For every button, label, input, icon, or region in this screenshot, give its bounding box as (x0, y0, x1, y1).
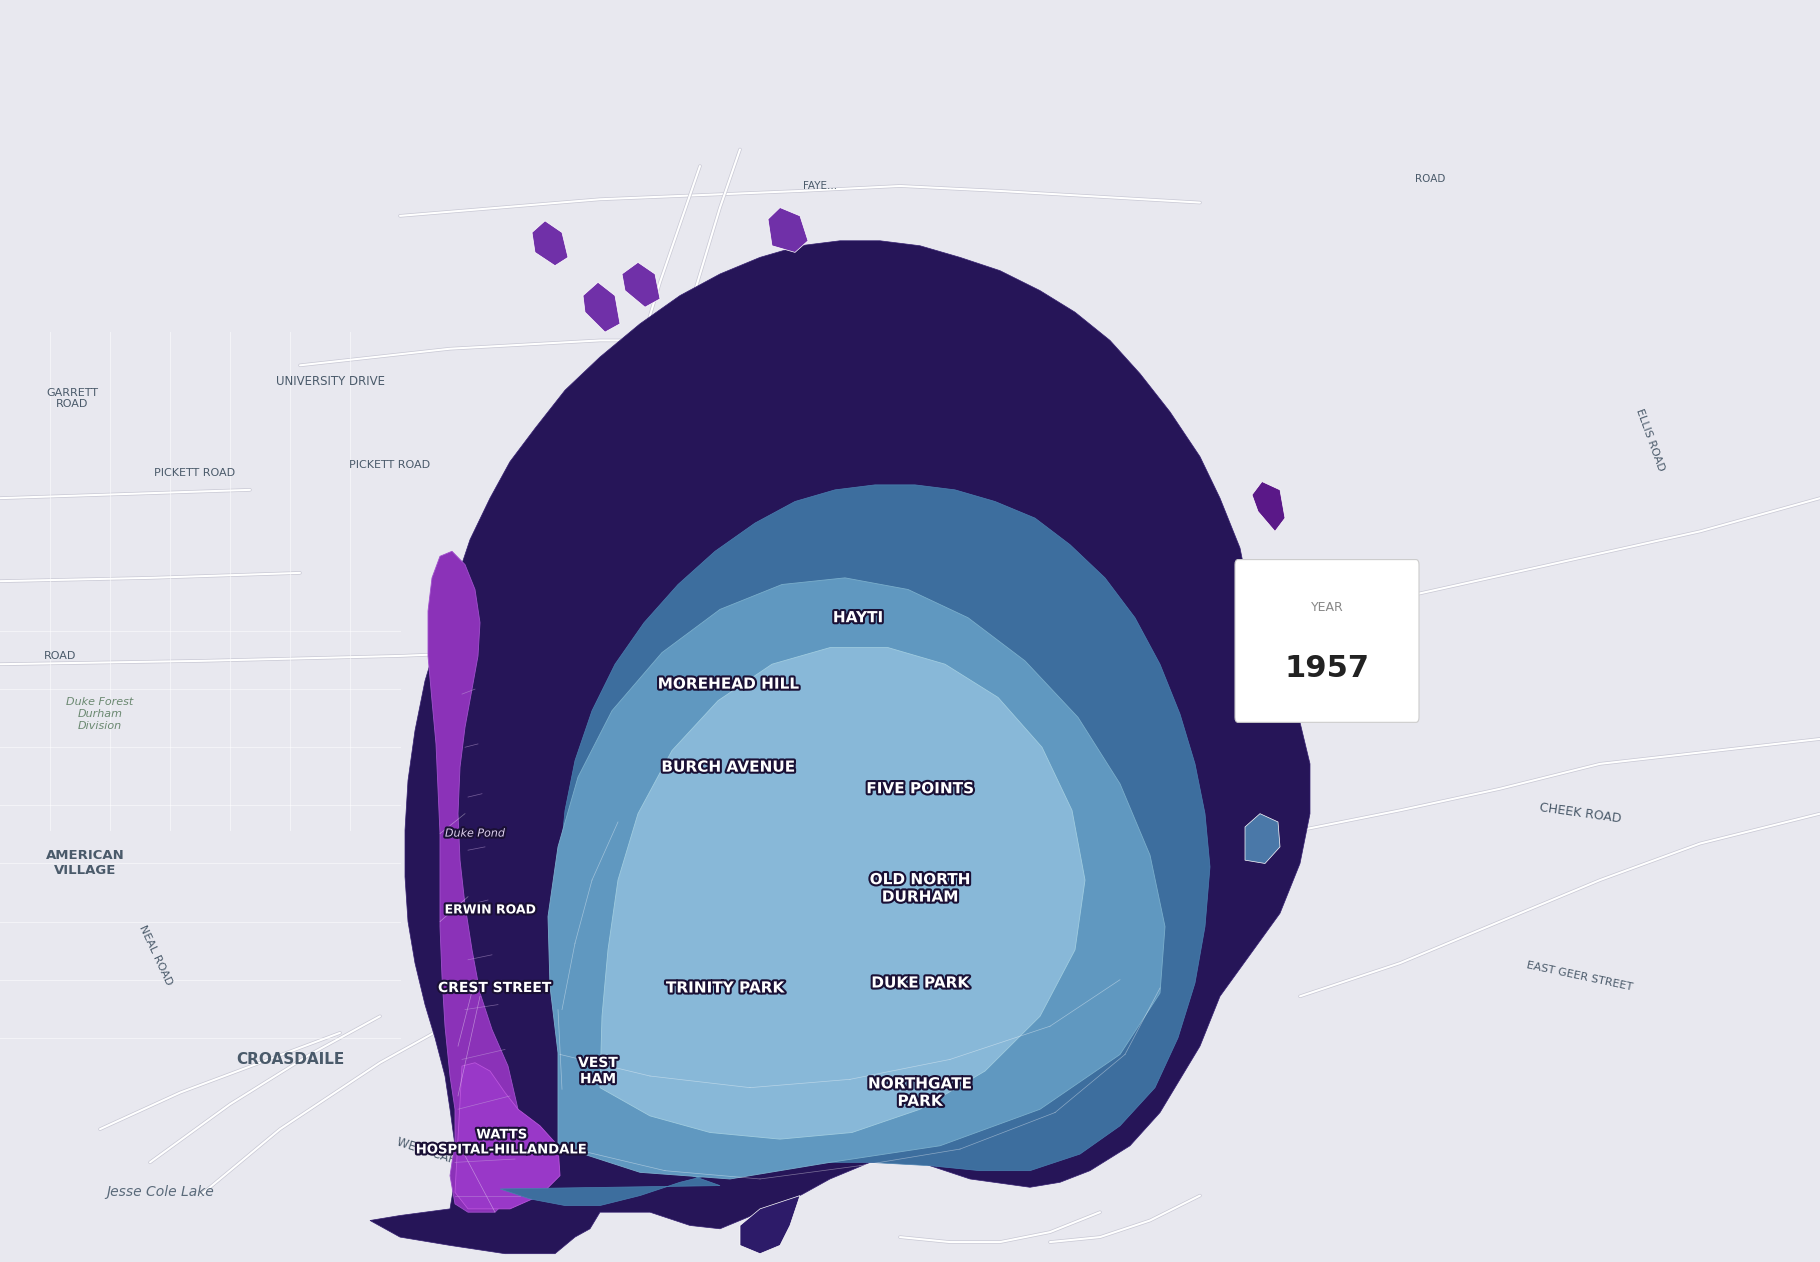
Text: WEST CARVER STREET: WEST CARVER STREET (395, 1136, 526, 1189)
Polygon shape (741, 1195, 801, 1253)
Polygon shape (548, 578, 1165, 1179)
Text: TRINITY PARK: TRINITY PARK (666, 981, 784, 996)
Text: HAYTI: HAYTI (834, 611, 883, 625)
Text: OLD NORTH
DURHAM: OLD NORTH DURHAM (870, 872, 970, 905)
FancyBboxPatch shape (1236, 559, 1420, 722)
Text: NEAL ROAD: NEAL ROAD (136, 924, 173, 987)
Text: PICKETT ROAD: PICKETT ROAD (155, 468, 235, 478)
Text: GARRETT
ROAD: GARRETT ROAD (46, 387, 98, 409)
Text: MOREHEAD HILL: MOREHEAD HILL (657, 676, 799, 692)
Text: ROAD: ROAD (1414, 174, 1445, 184)
Text: FIVE POINTS: FIVE POINTS (866, 781, 974, 796)
Polygon shape (455, 1063, 561, 1209)
Polygon shape (601, 647, 1085, 1140)
Text: Duke Pond: Duke Pond (444, 829, 506, 838)
Text: 1957: 1957 (1285, 654, 1369, 683)
Text: PICKETT ROAD: PICKETT ROAD (349, 459, 431, 469)
Polygon shape (369, 241, 1310, 1253)
Polygon shape (582, 283, 621, 332)
Text: BURCH AVENUE: BURCH AVENUE (661, 760, 795, 775)
Polygon shape (531, 221, 568, 266)
Text: CREST STREET: CREST STREET (439, 981, 551, 994)
Text: YEAR: YEAR (1310, 601, 1343, 613)
Polygon shape (501, 485, 1210, 1205)
Polygon shape (1245, 814, 1279, 863)
Text: NORTHGATE
PARK: NORTHGATE PARK (868, 1076, 972, 1109)
Text: DUKE PARK: DUKE PARK (872, 976, 968, 991)
Text: CROASDAILE: CROASDAILE (237, 1053, 344, 1066)
Text: VEST
HAM: VEST HAM (579, 1056, 619, 1087)
Text: Duke Forest
Durham
Division: Duke Forest Durham Division (66, 698, 133, 731)
Text: FAYE...: FAYE... (803, 180, 837, 191)
Text: ERWIN ROAD: ERWIN ROAD (444, 904, 535, 916)
Polygon shape (1252, 482, 1285, 531)
Text: APEX HIGHWAY: APEX HIGHWAY (681, 327, 719, 404)
Text: EAST GEER STREET: EAST GEER STREET (1525, 960, 1634, 992)
Text: CHEEK ROAD: CHEEK ROAD (1538, 801, 1622, 825)
Polygon shape (428, 551, 521, 1213)
Text: AMERICAN
VILLAGE: AMERICAN VILLAGE (46, 849, 124, 877)
Text: ROAD: ROAD (44, 651, 76, 661)
Text: WATTS
HOSPITAL-HILLANDALE: WATTS HOSPITAL-HILLANDALE (415, 1128, 588, 1156)
Text: UNIVERSITY DRIVE: UNIVERSITY DRIVE (275, 375, 384, 389)
Text: Jesse Cole Lake: Jesse Cole Lake (106, 1185, 215, 1199)
Polygon shape (768, 207, 808, 252)
Text: ELLIS ROAD: ELLIS ROAD (1634, 408, 1665, 473)
Text: FAYETTEVILLE STREET: FAYETTEVILLE STREET (632, 360, 675, 471)
Polygon shape (622, 262, 661, 307)
